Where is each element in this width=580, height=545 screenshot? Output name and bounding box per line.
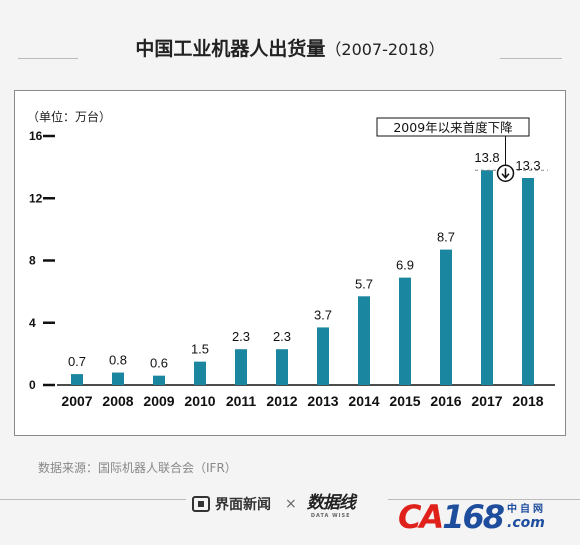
data-label-2010: 1.5 [191, 342, 209, 357]
bar-2008 [112, 372, 124, 385]
bar-2017 [481, 170, 493, 385]
title-rule-left [18, 58, 78, 59]
data-label-2009: 0.6 [150, 356, 168, 371]
bar-2010 [194, 361, 206, 385]
title-rule-right [500, 58, 562, 59]
title-range: （2007-2018） [325, 40, 445, 59]
x-tick-label-2011: 2011 [226, 393, 257, 409]
ca168-logo-side: 中自网 .com [507, 500, 546, 531]
partner-logo-sub: DATA WISE [310, 513, 351, 519]
x-tick-label-2016: 2016 [430, 393, 461, 409]
bar-2014 [358, 296, 370, 385]
data-label-2012: 2.3 [273, 329, 291, 344]
bar-chart: （单位：万台） 0 4 8 12 16 0.7 2007 0.8 2008 0.6 2009 1.5 20… [27, 109, 555, 409]
ca168-logo-main: CA168 [398, 498, 505, 536]
footer-brand: 界面新闻 × 数据线 DATA WISE [192, 488, 356, 519]
bar-2018 [522, 178, 534, 385]
source-note: 数据来源：国际机器人联合会（IFR） [38, 461, 237, 475]
x-tick-label-2009: 2009 [143, 393, 174, 409]
annotation-text: 2009年以来首度下降 [393, 120, 513, 135]
jiemian-logo-icon [192, 495, 210, 512]
bar-2012 [276, 349, 288, 385]
footer-rule-left [0, 499, 186, 500]
bar-2011 [235, 349, 247, 385]
data-label-2013: 3.7 [314, 307, 332, 322]
page-title: 中国工业机器人出货量（2007-2018） [0, 34, 580, 61]
bar-2013 [317, 327, 329, 385]
x-tick-label-2007: 2007 [61, 393, 92, 409]
data-label-2017: 13.8 [474, 150, 499, 165]
ca168-logo-cn: 中自网 [507, 504, 547, 515]
footer-rule-right [388, 499, 580, 500]
bar-2016 [440, 249, 452, 385]
y-tick-label: 4 [29, 316, 36, 330]
partner-logo-text: 数据线 [306, 493, 356, 513]
x-tick-label-2015: 2015 [389, 393, 420, 409]
annotation-box [376, 117, 530, 137]
bar-2007 [71, 374, 83, 385]
brand-name: 界面新闻 [215, 496, 271, 513]
ca168-logo-com: .com [507, 515, 545, 531]
data-label-2015: 6.9 [396, 258, 414, 273]
y-tick-label: 8 [29, 254, 36, 268]
data-label-2016: 8.7 [437, 230, 455, 245]
x-tick-label-2008: 2008 [102, 393, 133, 409]
y-tick-label: 16 [29, 129, 43, 143]
ca168-logo-letters: CA [398, 498, 444, 536]
y-unit-label: （单位：万台） [27, 109, 111, 124]
x-tick-label-2012: 2012 [266, 393, 297, 409]
x-tick-label-2017: 2017 [471, 393, 502, 409]
data-label-2018: 13.3 [515, 158, 540, 173]
ca168-logo: CA168 中自网 .com [398, 500, 546, 533]
partner-logo: 数据线 DATA WISE [306, 488, 356, 519]
title-text: 中国工业机器人出货量 [135, 38, 326, 60]
data-label-2007: 0.7 [68, 354, 86, 369]
x-tick-label-2014: 2014 [348, 393, 379, 409]
data-label-2011: 2.3 [232, 329, 250, 344]
bar-2009 [153, 375, 165, 385]
y-tick-label: 12 [29, 191, 43, 205]
x-tick-label-2010: 2010 [184, 393, 215, 409]
data-label-2014: 5.7 [355, 276, 373, 291]
x-tick-label-2013: 2013 [307, 393, 338, 409]
x-tick-label-2018: 2018 [512, 393, 543, 409]
chart-panel: （单位：万台） 0 4 8 12 16 0.7 2007 0.8 2008 0.6 2009 1.5 20… [14, 90, 566, 436]
down-arrow-glyph [501, 168, 510, 179]
bar-2015 [399, 277, 411, 385]
y-tick-label: 0 [29, 378, 36, 392]
ca168-logo-number: 168 [442, 498, 505, 536]
data-label-2008: 0.8 [109, 353, 127, 368]
brand-separator: × [285, 495, 297, 512]
